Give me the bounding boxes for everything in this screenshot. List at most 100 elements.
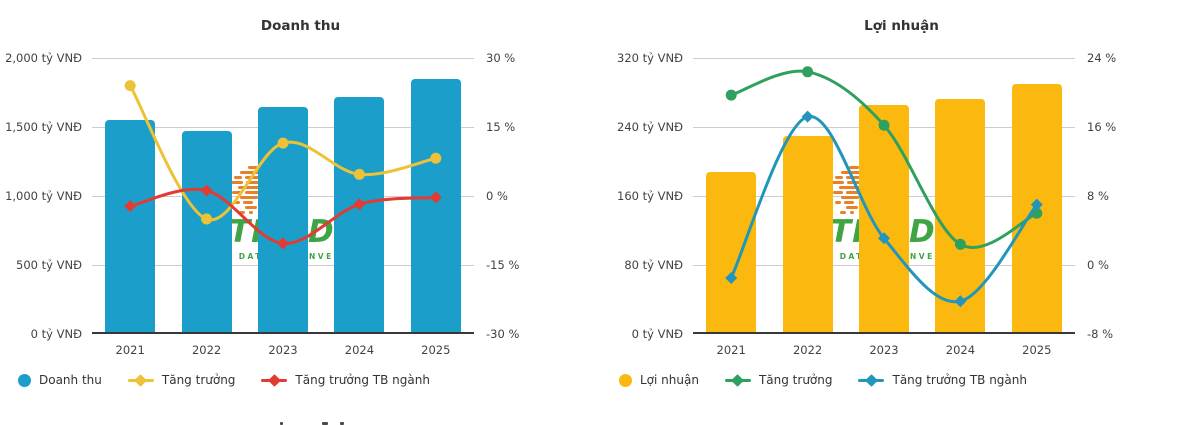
diamond-marker[interactable] [429,191,442,204]
legend-label: Doanh thu [39,373,102,387]
legend-line-diamond-icon [261,373,288,387]
bar-2021[interactable] [706,171,757,332]
circle-marker[interactable] [802,66,814,78]
x-axis-label: 2023 [268,343,298,357]
circle-marker[interactable] [954,238,966,250]
plot-area: TR DE E DATA NVEST [693,58,1075,334]
legend-item-2[interactable]: Tăng trưởng TB ngành [858,373,1027,387]
y-axis-left-label: 0 tỷ VNĐ [631,327,683,341]
x-axis: 2021 2022 2023 2024 2025 [693,334,1075,360]
circle-marker[interactable] [201,213,213,225]
line-path [128,84,438,222]
legend-item-2[interactable]: Tăng trưởng TB ngành [261,373,430,387]
diamond-marker[interactable] [801,110,814,123]
y-axis-left-label: 160 tỷ VNĐ [617,189,683,203]
y-axis-left-label: 0 tỷ VNĐ [30,327,82,341]
legend-label: Tăng trưởng [161,373,236,387]
x-axis-label: 2022 [191,343,222,357]
legend: Lợi nhuận Tăng trưởng Tăng trưởng TB ngành [619,369,1202,391]
legend-line-diamond-icon [724,373,751,387]
x-axis-label: 2023 [869,343,899,357]
y-axis-right-label: 16 % [1087,120,1117,134]
gridline [92,58,474,59]
diamond-marker[interactable] [725,271,738,284]
x-axis-label: 2024 [344,343,375,357]
circle-marker[interactable] [430,152,442,164]
x-axis: 2021 2022 2023 2024 2025 [92,334,474,360]
x-axis-label: 2025 [421,343,451,357]
bar-2022[interactable] [181,131,232,332]
y-axis-right-label: 24 % [1087,51,1117,65]
revenue-chart-panel: Doanh thu 2,000 tỷ VNĐ 1,500 tỷ VNĐ 1,000 … [0,0,601,391]
circle-marker[interactable] [124,80,136,92]
legend-item-0[interactable]: Doanh thu [18,373,102,387]
line-path [128,187,438,245]
y-axis-left: 320 tỷ VNĐ 240 tỷ VNĐ 160 tỷ VNĐ 80 tỷ VNĐ 0… [601,51,693,341]
y-axis-right-label: 30 % [486,51,516,65]
x-axis-baseline [92,332,474,334]
legend-label: Lợi nhuận [640,373,699,387]
y-axis-right-label: -8 % [1087,327,1114,341]
y-axis-right-label: -30 % [486,327,520,341]
x-axis-label: 2021 [716,343,746,357]
y-axis-right-label: -15 % [486,258,520,272]
legend-label: Tăng trưởng TB ngành [892,373,1027,387]
diamond-marker[interactable] [277,237,289,250]
legend-line-diamond-icon [127,373,154,387]
y-axis-left-label: 1,500 tỷ VNĐ [5,120,82,134]
cropped-content-remnant [280,421,360,425]
legend-item-1[interactable]: Tăng trưởng [724,373,833,387]
legend-circle-icon [619,373,632,387]
circle-marker[interactable] [353,168,365,180]
bar-2021[interactable] [105,120,156,332]
diamond-marker[interactable] [954,295,967,308]
y-axis-left-label: 2,000 tỷ VNĐ [5,51,82,65]
y-axis-right-label: 8 % [1087,189,1109,203]
plot-row: 320 tỷ VNĐ 240 tỷ VNĐ 160 tỷ VNĐ 80 tỷ VNĐ 0… [601,51,1202,341]
legend-item-1[interactable]: Tăng trưởng [127,373,236,387]
y-axis-right: 24 % 16 % 8 % 0 % -8 % [1075,51,1202,341]
bar-2022[interactable] [782,135,833,332]
legend-label: Tăng trưởng [758,373,833,387]
chart-title-revenue: Doanh thu [260,18,341,34]
x-axis-label: 2022 [792,343,823,357]
circle-marker[interactable] [878,119,890,131]
diamond-marker[interactable] [124,200,137,213]
line-series-overlay [124,80,442,250]
diamond-marker[interactable] [353,198,366,211]
diamond-marker[interactable] [878,232,890,245]
y-axis-right-label: 0 % [486,189,508,203]
bar-2023[interactable] [859,104,909,332]
diamond-marker[interactable] [1030,198,1043,211]
x-axis-label: 2024 [945,343,976,357]
bar-2024[interactable] [935,99,986,332]
y-axis-left-label: 500 tỷ VNĐ [16,258,82,272]
x-axis-label: 2025 [1022,343,1052,357]
legend-label: Tăng trưởng TB ngành [295,373,430,387]
charts-row: Doanh thu 2,000 tỷ VNĐ 1,500 tỷ VNĐ 1,000 … [0,0,1202,391]
y-axis-left-label: 1,000 tỷ VNĐ [5,189,82,203]
plot-row: 2,000 tỷ VNĐ 1,500 tỷ VNĐ 1,000 tỷ VNĐ 500 … [0,51,601,341]
legend: Doanh thu Tăng trưởng Tăng trưởng TB ngành [18,369,601,391]
y-axis-right-label: 0 % [1087,258,1109,272]
line-series-overlay [725,66,1043,308]
x-axis-label: 2021 [115,343,145,357]
legend-line-diamond-icon [858,373,885,387]
gridline [693,58,1075,59]
y-axis-left-label: 320 tỷ VNĐ [617,51,683,65]
legend-circle-icon [18,373,31,387]
y-axis-right-label: 15 % [486,120,516,134]
chart-title-profit: Lợi nhuận [864,18,939,34]
circle-marker[interactable] [725,89,737,101]
profit-chart-panel: Lợi nhuận 320 tỷ VNĐ 240 tỷ VNĐ 160 tỷ VNĐ… [601,0,1202,391]
bar-2025[interactable] [410,78,461,332]
y-axis-right: 30 % 15 % 0 % -15 % -30 % [474,51,601,341]
plot-area: TR DE E DATA NVEST [92,58,474,334]
legend-item-0[interactable]: Lợi nhuận [619,373,699,387]
y-axis-left-label: 80 tỷ VNĐ [624,258,683,272]
x-axis-baseline [693,332,1075,334]
circle-marker[interactable] [277,137,289,149]
y-axis-left: 2,000 tỷ VNĐ 1,500 tỷ VNĐ 1,000 tỷ VNĐ 500 … [0,51,92,341]
diamond-marker[interactable] [200,184,213,197]
y-axis-left-label: 240 tỷ VNĐ [617,120,683,134]
